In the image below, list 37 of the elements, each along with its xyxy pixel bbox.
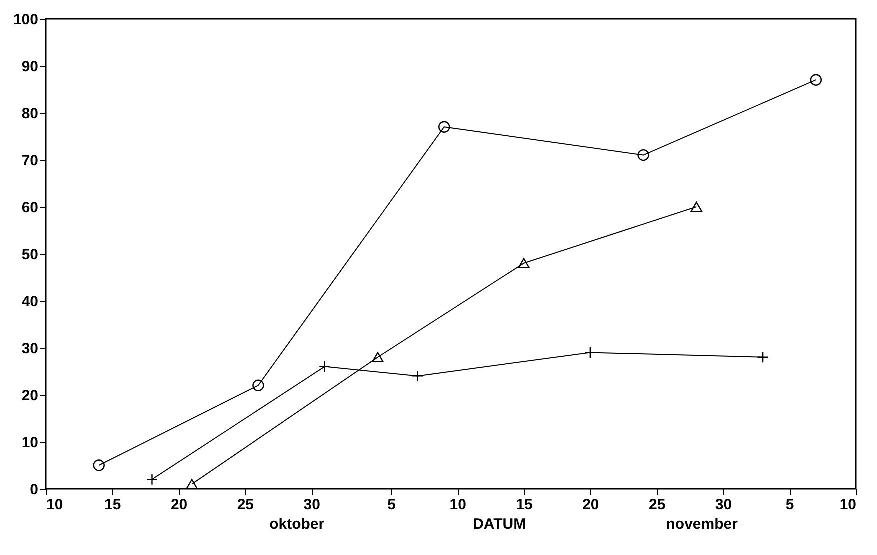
x-tick-label: 20 [582, 496, 600, 514]
x-tick-label: 15 [516, 496, 533, 514]
point [810, 74, 822, 86]
x-tick-label: 10 [840, 496, 856, 514]
x-tick-label: 10 [450, 496, 466, 514]
x-tick-label: 15 [104, 496, 122, 514]
x-tick-label: 20 [170, 496, 188, 514]
x-axis-title: DATUM [473, 516, 526, 533]
x-tick-label: 30 [715, 496, 732, 514]
point [438, 121, 450, 133]
x-tick-label: 5 [388, 496, 396, 514]
point [757, 352, 769, 364]
y-tick-label: 20 [22, 388, 38, 404]
point [372, 352, 384, 363]
y-tick-label: 80 [22, 106, 38, 122]
y-tick-label: 30 [22, 340, 38, 358]
point [638, 149, 650, 162]
y-tick-label: 100 [13, 12, 38, 28]
y-tick-label: 0 [30, 482, 38, 498]
x-tick-label: 25 [648, 496, 666, 514]
point [252, 380, 264, 392]
y-tick-label: 40 [22, 294, 38, 310]
text: november [666, 516, 738, 533]
x-tick-label: 10 [46, 496, 64, 514]
point [518, 258, 530, 269]
y-tick-label: 10 [22, 434, 38, 452]
point [690, 202, 702, 212]
x-tick-label: 25 [237, 496, 254, 514]
text: oktober [270, 516, 325, 533]
x-tick-label: 30 [304, 496, 320, 514]
y-tick-label: 90 [22, 58, 38, 76]
y-tick-label: 60 [22, 200, 38, 216]
y-tick-label: 70 [22, 152, 38, 170]
point [186, 479, 198, 489]
point [93, 460, 105, 472]
y-tick-label: 50 [22, 246, 38, 264]
x-tick-label: 5 [786, 496, 794, 514]
